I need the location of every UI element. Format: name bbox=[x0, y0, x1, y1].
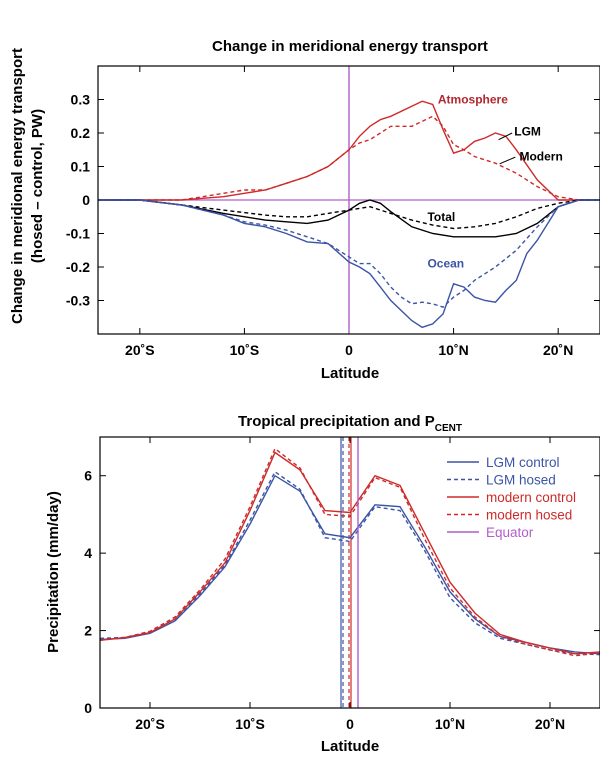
chart1-modern-arrow bbox=[499, 156, 516, 165]
chart1-ytick-label: 0.3 bbox=[71, 92, 91, 108]
chart1-frame bbox=[97, 65, 600, 335]
chart1-annotation: Total bbox=[427, 210, 455, 224]
chart1-ylabel-line2: (hosed – control, PW) bbox=[29, 109, 46, 263]
chart1-xlabel: Latitude bbox=[321, 365, 379, 382]
chart1-ylabel-line1: Change in meridional energy transport bbox=[9, 48, 26, 324]
chart2-title-main: Tropical precipitation and P bbox=[238, 413, 435, 430]
chart1-ytick-label: -0.3 bbox=[66, 293, 90, 309]
chart2-ytick-label: 0 bbox=[84, 700, 92, 716]
chart1-ytick-label: 0.2 bbox=[71, 125, 91, 141]
chart1-ytick-label: -0.2 bbox=[66, 259, 90, 275]
chart2-xtick-label: 20˚N bbox=[535, 716, 565, 732]
chart1-xtick-label: 0 bbox=[345, 342, 353, 358]
chart1-annotation: LGM bbox=[514, 124, 541, 138]
chart2-series-line bbox=[99, 447, 600, 657]
chart1-annotation: Modern bbox=[519, 149, 562, 163]
energy-transport-chart: Change in meridional energy transport Ch… bbox=[9, 38, 600, 382]
chart1-xtick-label: 20˚N bbox=[543, 342, 573, 358]
chart1-ytick-label: 0.1 bbox=[71, 159, 91, 175]
legend-label: modern hosed bbox=[486, 508, 572, 523]
precipitation-chart: Tropical precipitation and PCENT Precipi… bbox=[45, 413, 600, 755]
chart2-ytick-label: 2 bbox=[84, 623, 92, 639]
chart2-axes: 0 2 4 6 20˚S 10˚S 0 10˚N 20˚N bbox=[84, 437, 600, 732]
legend-label: LGM hosed bbox=[486, 473, 556, 488]
chart1-lgm-arrow bbox=[498, 132, 513, 141]
legend-label: modern control bbox=[486, 490, 576, 505]
chart2-ytick-label: 6 bbox=[84, 468, 92, 484]
chart1-title: Change in meridional energy transport bbox=[212, 38, 488, 55]
chart1-ocean-dashed-line bbox=[98, 199, 600, 308]
chart2-ylabel: Precipitation (mm/day) bbox=[45, 491, 62, 653]
chart2-legend: LGM control LGM hosed modern control modern… bbox=[447, 455, 576, 540]
chart2-frame bbox=[99, 436, 600, 709]
chart2-ytick-label: 4 bbox=[84, 545, 92, 561]
chart1-ytick-label: -0.1 bbox=[66, 226, 90, 242]
chart2-xlabel: Latitude bbox=[321, 738, 379, 755]
chart1-ocean-solid-line bbox=[98, 199, 600, 329]
chart1-atmosphere-dashed-line bbox=[98, 115, 600, 201]
chart2-xtick-label: 10˚S bbox=[235, 716, 265, 732]
chart1-total-dashed-line bbox=[98, 199, 600, 230]
chart1-total-solid-line bbox=[98, 199, 600, 238]
chart1-axes: -0.3 -0.2 -0.1 0 0.1 0.2 0.3 20˚S 10˚S 0 10˚N 20˚N bbox=[66, 66, 600, 358]
chart1-atmosphere-solid-line bbox=[98, 100, 600, 201]
chart2-xtick-label: 0 bbox=[346, 716, 354, 732]
chart2-series bbox=[99, 437, 600, 708]
chart1-annotation: Atmosphere bbox=[438, 93, 508, 107]
chart1-annotation: Ocean bbox=[427, 257, 464, 271]
chart2-series-line bbox=[99, 451, 600, 655]
chart1-annotations: Atmosphere LGM Modern Total Ocean bbox=[427, 93, 562, 271]
legend-label: LGM control bbox=[486, 455, 560, 470]
chart1-xtick-label: 10˚N bbox=[438, 342, 468, 358]
chart1-series bbox=[98, 66, 600, 334]
chart2-xtick-label: 20˚S bbox=[135, 716, 165, 732]
chart1-xtick-label: 20˚S bbox=[125, 342, 155, 358]
chart1-ytick-label: 0 bbox=[82, 192, 90, 208]
legend-label: Equator bbox=[486, 525, 534, 540]
chart2-title: Tropical precipitation and PCENT bbox=[238, 413, 462, 434]
chart2-xtick-label: 10˚N bbox=[435, 716, 465, 732]
chart1-xtick-label: 10˚S bbox=[230, 342, 260, 358]
chart2-title-sub: CENT bbox=[435, 423, 462, 434]
